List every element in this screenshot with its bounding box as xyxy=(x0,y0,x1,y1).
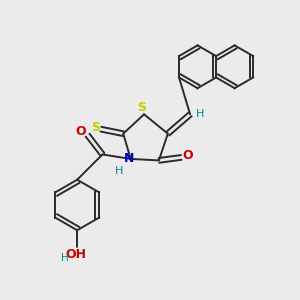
Text: S: S xyxy=(91,121,100,134)
Text: O: O xyxy=(182,149,193,162)
Text: O: O xyxy=(76,125,86,138)
Text: OH: OH xyxy=(65,248,86,261)
Text: H: H xyxy=(115,167,124,176)
Text: H: H xyxy=(61,254,69,263)
Text: S: S xyxy=(137,101,146,114)
Text: H: H xyxy=(195,109,204,119)
Text: N: N xyxy=(124,152,134,165)
